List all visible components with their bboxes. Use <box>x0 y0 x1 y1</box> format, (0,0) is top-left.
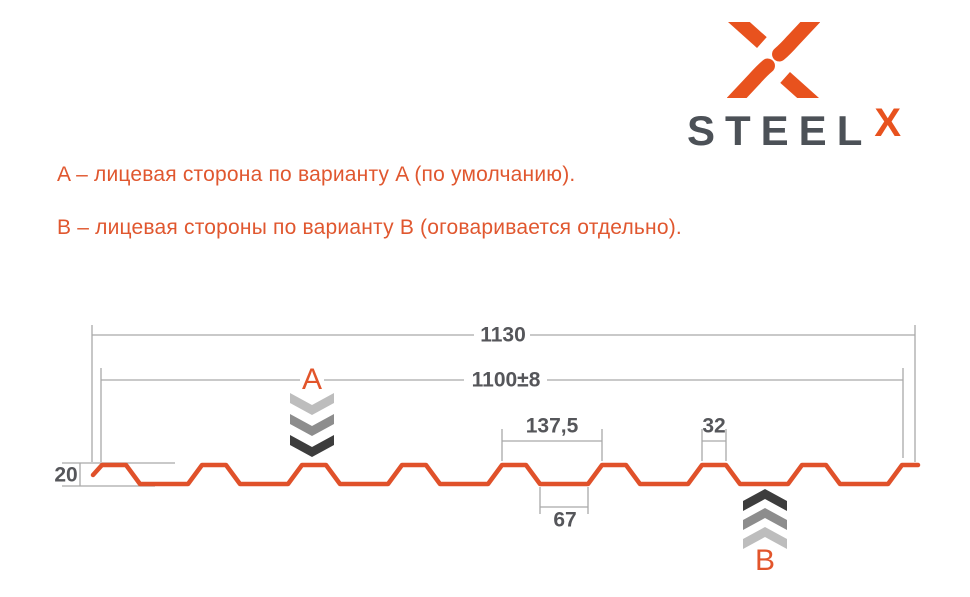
chevron-down-dark <box>290 435 334 457</box>
side-b-chevrons-icon <box>743 489 787 549</box>
side-a-chevrons-icon <box>290 393 334 457</box>
profile-outline <box>90 462 921 487</box>
steelx-cross-icon <box>727 22 820 98</box>
note-variant-a: A – лицевая сторона по варианту A (по ум… <box>57 163 576 186</box>
note-variant-b: B – лицевая стороны по варианту B (огова… <box>57 216 682 239</box>
logo-mark-upper-hook <box>772 22 820 62</box>
dim-label-rib-pitch: 137,5 <box>525 414 579 438</box>
marker-side-a: A <box>299 363 325 396</box>
chevron-up-dark <box>743 489 787 511</box>
logo-mark-bottomright-arm <box>780 72 820 98</box>
dim-label-profile-height: 20 <box>54 463 78 487</box>
logo-mark-topleft-arm <box>727 22 767 48</box>
dim-label-rib-bottom: 67 <box>553 508 577 532</box>
logo-sup-x: X <box>874 101 902 145</box>
chevron-down-light <box>290 393 334 415</box>
dim-label-working-width: 1100±8 <box>468 369 544 391</box>
logo-mark-lower-hook <box>727 58 775 98</box>
dimension-lines <box>62 325 916 514</box>
marker-side-b: B <box>754 544 776 577</box>
chevron-up-light <box>743 527 787 549</box>
dim-label-total-width: 1130 <box>477 324 529 346</box>
chevron-up-mid <box>743 508 787 530</box>
logo-wordmark: STEELX <box>687 103 901 154</box>
logo-brand-text: STEEL <box>687 107 873 154</box>
chevron-down-mid <box>290 414 334 436</box>
dim-label-rib-top: 32 <box>702 414 726 438</box>
